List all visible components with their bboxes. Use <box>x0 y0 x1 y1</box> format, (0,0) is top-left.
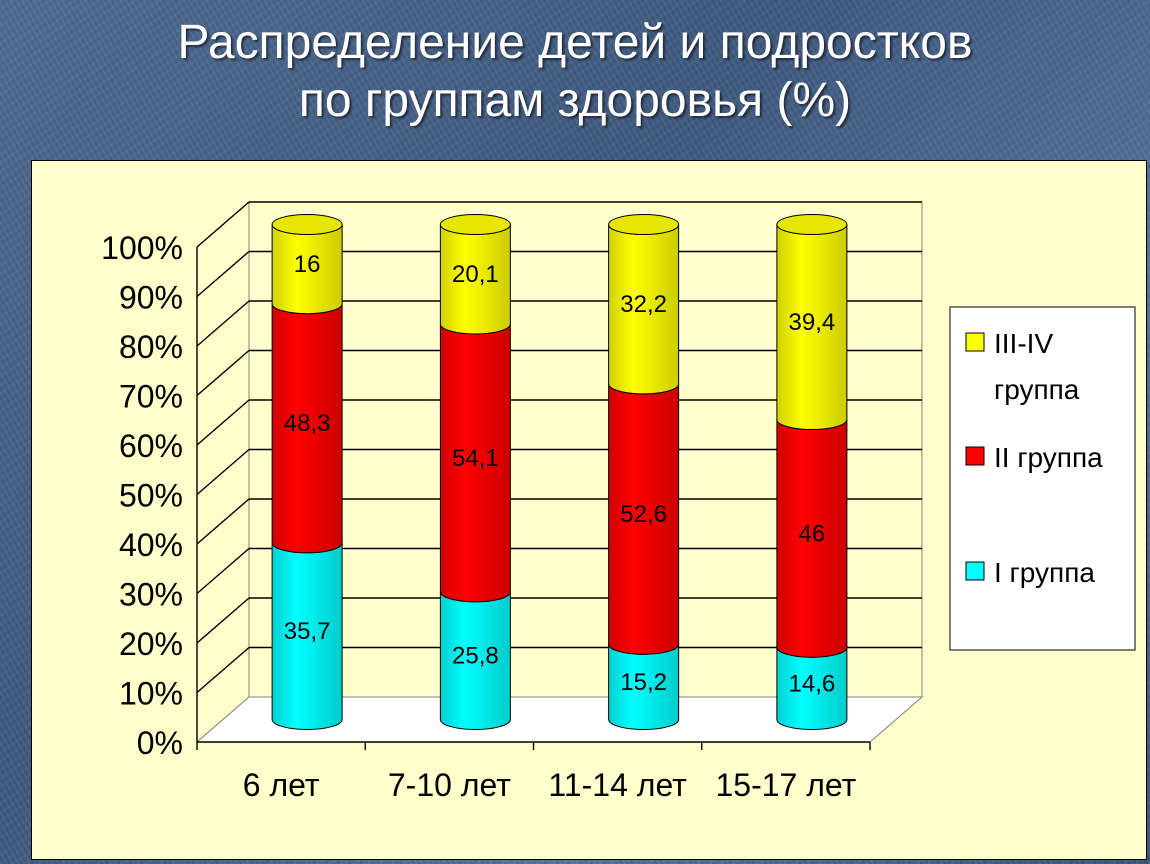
y-tick-label: 30% <box>119 577 183 613</box>
y-tick-label: 50% <box>119 478 183 514</box>
data-label: 35,7 <box>284 618 331 645</box>
gridline-side <box>196 399 250 446</box>
x-tick-label: 7-10 лет <box>388 767 511 803</box>
bar-top-cap <box>608 214 680 235</box>
data-label: 46 <box>799 520 826 547</box>
legend-label: I группа <box>994 557 1095 588</box>
x-tick-label: 11-14 лет <box>548 767 687 803</box>
slide-title-line-1: Распределение детей и подростков <box>177 16 973 69</box>
legend-label: II группа <box>994 442 1103 473</box>
y-tick-label: 10% <box>119 676 183 712</box>
data-label: 39,4 <box>789 309 836 336</box>
bar-top-cap <box>271 214 343 235</box>
gridline-side <box>196 547 250 595</box>
y-tick-label: 20% <box>119 626 183 662</box>
y-tick-label: 0% <box>137 725 183 761</box>
gridline-side <box>196 646 250 694</box>
y-tick-label: 60% <box>119 428 183 464</box>
data-label: 52,6 <box>620 501 667 528</box>
data-label: 48,3 <box>284 410 331 437</box>
gridline-side <box>196 300 250 347</box>
legend: III-IV группа II группа I группа <box>949 306 1136 651</box>
data-label: 25,8 <box>452 643 499 670</box>
slide-title: Распределение детей и подростков по груп… <box>0 14 1150 130</box>
x-tick-label: 6 лет <box>243 767 320 803</box>
bar-top-cap <box>439 214 511 235</box>
legend-label: III-IV группа <box>994 328 1080 405</box>
bars <box>271 214 848 730</box>
data-label: 16 <box>294 251 321 278</box>
x-axis-tick-labels: 6 лет 7-10 лет 11-14 лет 15-17 лет <box>243 767 857 803</box>
gridline-side <box>196 597 250 644</box>
gridline-side <box>196 250 250 298</box>
gridline-side <box>196 349 250 397</box>
y-tick-label: 80% <box>119 329 183 365</box>
bar-top-cap <box>776 214 848 235</box>
legend-box <box>949 306 1136 651</box>
slide-title-line-2: по группам здоровья (%) <box>298 74 852 127</box>
plot-area <box>195 200 924 750</box>
data-label: 20,1 <box>452 261 499 288</box>
y-tick-label: 70% <box>119 379 183 415</box>
data-label: 15,2 <box>620 669 667 696</box>
y-tick-label: 90% <box>119 280 183 316</box>
legend-swatch <box>965 446 985 466</box>
legend-swatch <box>965 561 985 581</box>
x-tick-label: 15-17 лет <box>715 767 856 803</box>
y-tick-label: 40% <box>119 527 183 563</box>
data-label: 14,6 <box>789 670 836 697</box>
data-label: 32,2 <box>620 291 667 318</box>
data-labels: 35,7 48,3 16 25,8 54,1 20,1 15,2 52,6 32,2 14,6 46… <box>284 251 835 697</box>
gridline-side <box>196 448 250 496</box>
legend-swatch <box>965 332 985 352</box>
gridline-side <box>196 498 250 545</box>
y-axis-tick-labels: 0% 10% 20% 30% 40% 50% 60% 70% 80% 90% 100% <box>101 230 183 761</box>
data-label: 54,1 <box>452 445 499 472</box>
y-tick-label: 100% <box>101 230 183 266</box>
gridline-side <box>196 201 250 248</box>
